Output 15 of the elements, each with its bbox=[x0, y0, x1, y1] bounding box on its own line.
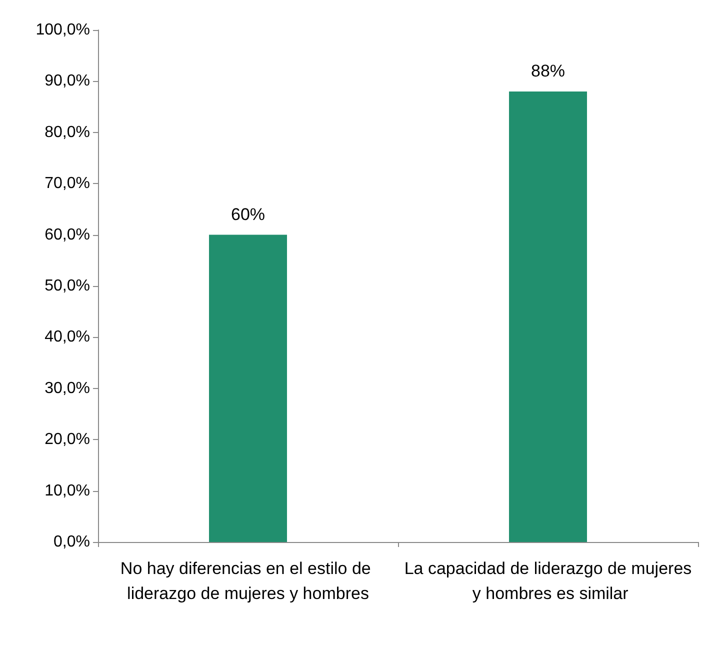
data-label: 60% bbox=[230, 204, 266, 224]
y-tick-label: 60,0% bbox=[44, 226, 90, 244]
x-tick-label: La capacidad de liderazgo de mujeres y hombres es similar bbox=[404, 559, 692, 603]
y-tick-label: 50,0% bbox=[44, 278, 90, 294]
y-tick-label: 70,0% bbox=[44, 175, 90, 192]
x-tick-label: No hay diferencias en el estilo de liderazgo de mujeres y hombres bbox=[120, 559, 376, 603]
y-tick-label: 0,0% bbox=[54, 534, 90, 550]
y-tick-label: 20,0% bbox=[44, 431, 90, 448]
y-tick-label: 40,0% bbox=[44, 328, 90, 346]
data-label: 88% bbox=[530, 61, 566, 80]
y-tick-label: 10,0% bbox=[44, 482, 90, 500]
y-tick-label: 90,0% bbox=[44, 72, 90, 90]
y-tick-label: 80,0% bbox=[44, 124, 90, 141]
y-tick-label: 100,0% bbox=[36, 22, 90, 38]
y-tick-label: 30,0% bbox=[44, 380, 90, 397]
